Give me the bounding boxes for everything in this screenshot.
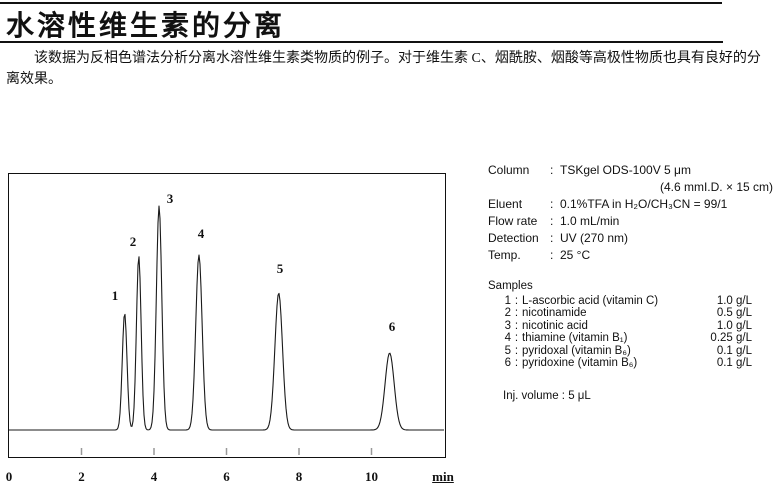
samples-list: 1 : L-ascorbic acid (vitamin C) 1.0 g/L … bbox=[503, 295, 752, 369]
x-axis-ticks bbox=[80, 448, 373, 455]
sample-number: 4 bbox=[504, 332, 511, 345]
sample-name: L-ascorbic acid (vitamin C) bbox=[522, 295, 659, 307]
x-tick-label: 10 bbox=[365, 469, 378, 484]
sample-amount: 0.1 g/L bbox=[716, 357, 752, 370]
sample-name: nicotinic acid bbox=[522, 319, 588, 332]
sample-row-1: 1 : L-ascorbic acid (vitamin C) 1.0 g/L bbox=[503, 295, 752, 307]
condition-colon bbox=[550, 179, 560, 196]
condition-label: Detection bbox=[488, 231, 539, 245]
conditions-list: Column : TSKgel ODS-100V 5 μm (4.6 mmI.D… bbox=[488, 162, 780, 264]
condition-value: 0.1%TFA in H₂O/CH₃CN = 99/1 bbox=[560, 197, 728, 211]
sample-amount: 1.0 g/L bbox=[716, 319, 752, 332]
sample-name: pyridoxal (vitamin B₆) bbox=[522, 344, 631, 357]
condition-row-flow-rate: Flow rate : 1.0 mL/min bbox=[488, 213, 780, 230]
sample-number: 3 bbox=[504, 319, 511, 332]
x-tick-label: 0 bbox=[5, 469, 13, 484]
condition-colon: : bbox=[550, 214, 554, 228]
x-tick-label: 2 bbox=[78, 469, 85, 484]
sample-colon: : bbox=[514, 344, 519, 357]
condition-value: (4.6 mmI.D. × 15 cm) bbox=[659, 180, 773, 194]
sample-colon: : bbox=[514, 332, 519, 345]
chromatogram-plot-area bbox=[8, 173, 446, 458]
sample-row-3: 3 : nicotinic acid 1.0 g/L bbox=[503, 320, 752, 332]
condition-colon: : bbox=[550, 231, 554, 245]
x-axis-labels: 0 2 4 6 8 10 bbox=[0, 469, 783, 485]
injection-volume: Inj. volume : 5 μL bbox=[503, 390, 591, 403]
condition-label: Column bbox=[488, 163, 530, 177]
condition-value: 1.0 mL/min bbox=[560, 214, 620, 228]
sample-number: 5 bbox=[504, 344, 511, 357]
chromatogram-trace bbox=[9, 205, 444, 431]
sample-colon: : bbox=[514, 295, 519, 307]
x-axis-unit-label: min bbox=[432, 469, 454, 484]
condition-row-column: Column : TSKgel ODS-100V 5 μm bbox=[488, 162, 780, 179]
sample-name: pyridoxine (vitamin B₆) bbox=[522, 357, 638, 370]
top-rule bbox=[0, 2, 722, 4]
sample-colon: : bbox=[514, 307, 519, 320]
title-underline-rule bbox=[0, 41, 723, 43]
sample-row-6: 6 : pyridoxine (vitamin B₆) 0.1 g/L bbox=[503, 357, 752, 369]
sample-colon: : bbox=[514, 357, 519, 370]
condition-colon: : bbox=[550, 248, 554, 262]
condition-label: Flow rate bbox=[488, 214, 538, 228]
condition-row-eluent: Eluent : 0.1%TFA in H₂O/CH₃CN = 99/1 bbox=[488, 196, 780, 213]
condition-row-detection: Detection : UV (270 nm) bbox=[488, 230, 780, 247]
condition-row-column-dimensions: (4.6 mmI.D. × 15 cm) bbox=[488, 179, 780, 196]
intro-paragraph: 该数据为反相色谱法分析分离水溶性维生素类物质的例子。对于维生素 C、烟酰胺、烟酸… bbox=[6, 51, 761, 87]
condition-colon: : bbox=[550, 197, 554, 211]
page-title: 水溶性维生素的分离 bbox=[6, 11, 286, 42]
conditions-panel: Column : TSKgel ODS-100V 5 μm (4.6 mmI.D… bbox=[488, 162, 780, 403]
chromatogram-svg bbox=[9, 205, 444, 455]
sample-row-2: 2 : nicotinamide 0.5 g/L bbox=[503, 307, 752, 319]
x-tick-label: 4 bbox=[150, 469, 158, 484]
condition-value: TSKgel ODS-100V 5 μm bbox=[560, 163, 691, 177]
sample-number: 2 bbox=[504, 307, 511, 320]
sample-amount: 1.0 g/L bbox=[716, 295, 752, 307]
x-tick-label: 6 bbox=[223, 469, 230, 484]
condition-label: Temp. bbox=[488, 248, 521, 262]
sample-name: nicotinamide bbox=[522, 307, 587, 320]
sample-name: thiamine (vitamin B₁) bbox=[522, 332, 628, 345]
samples-section: Samples 1 : L-ascorbic acid (vitamin C) … bbox=[488, 280, 780, 403]
sample-amount: 0.25 g/L bbox=[710, 332, 752, 345]
sample-colon: : bbox=[514, 319, 519, 332]
condition-label: Eluent bbox=[488, 197, 523, 211]
sample-amount: 0.5 g/L bbox=[716, 307, 752, 320]
sample-amount: 0.1 g/L bbox=[716, 344, 752, 357]
condition-value: UV (270 nm) bbox=[560, 231, 629, 245]
condition-colon: : bbox=[550, 163, 554, 177]
samples-heading: Samples bbox=[488, 280, 533, 292]
condition-value: 25 °C bbox=[560, 248, 591, 262]
condition-row-temperature: Temp. : 25 °C bbox=[488, 247, 780, 264]
condition-label bbox=[488, 179, 550, 196]
sample-number: 6 bbox=[504, 357, 511, 370]
sample-row-4: 4 : thiamine (vitamin B₁) 0.25 g/L bbox=[503, 332, 752, 344]
x-tick-label: 8 bbox=[295, 469, 303, 484]
sample-number: 1 bbox=[504, 295, 511, 307]
sample-row-5: 5 : pyridoxal (vitamin B₆) 0.1 g/L bbox=[503, 345, 752, 357]
